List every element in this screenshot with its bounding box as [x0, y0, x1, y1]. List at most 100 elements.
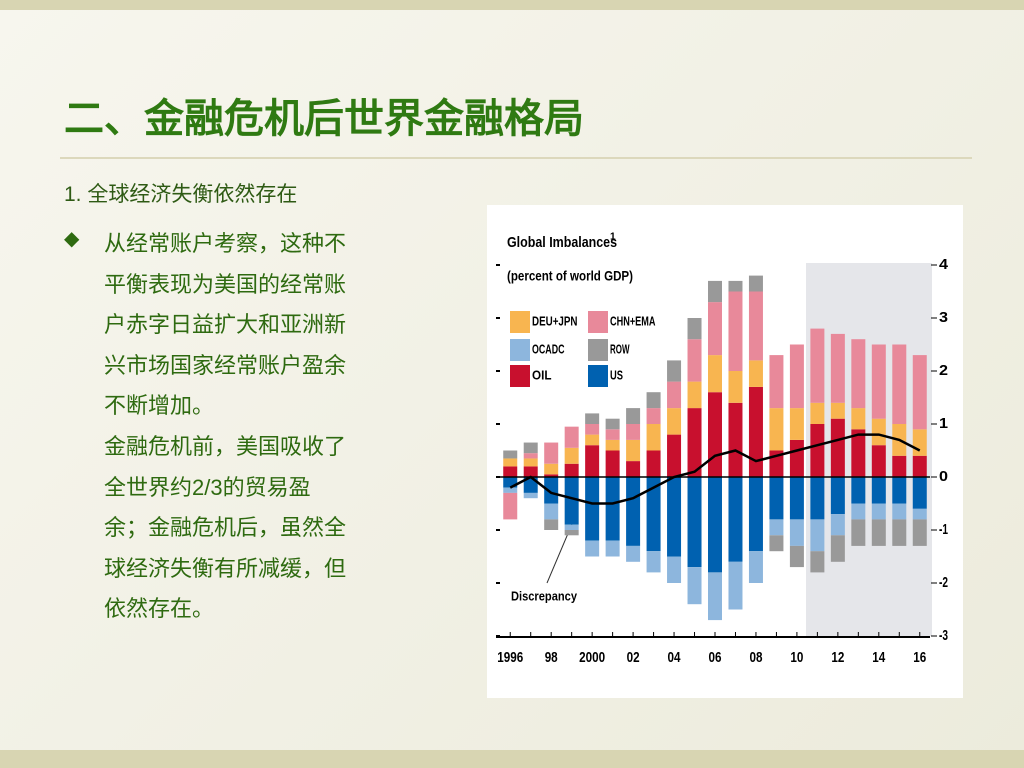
bar-segment [626, 424, 641, 440]
bar-segment [892, 503, 907, 520]
bar-segment [728, 477, 743, 562]
bar-segment [912, 519, 927, 546]
bar-segment [769, 408, 784, 451]
legend-label: OCADC [532, 341, 565, 356]
x-tick-label: 98 [545, 649, 558, 666]
bar-segment [687, 318, 702, 340]
bar-segment [810, 551, 825, 573]
bar-segment [503, 492, 518, 520]
chart-subtitle: (percent of world GDP) [507, 268, 633, 284]
bar-segment [748, 291, 763, 361]
bar-segment [626, 408, 641, 424]
bar-segment [851, 519, 866, 546]
bar-segment [851, 429, 866, 477]
bar-segment [544, 519, 559, 530]
x-tick-label: 12 [831, 649, 844, 666]
bar-segment [789, 477, 804, 520]
bar-segment [667, 408, 682, 435]
bar-segment [646, 450, 661, 477]
bar-segment [810, 328, 825, 403]
bar-segment [585, 540, 600, 557]
top-band [0, 0, 1024, 10]
text-line: 户赤字日益扩大和亚洲新 [104, 312, 347, 338]
line-series [509, 433, 921, 505]
bar-segment [912, 355, 927, 430]
bar-segment [646, 408, 661, 424]
bar-segment [708, 302, 722, 356]
legend-label: ROW [610, 341, 630, 356]
bar-segment [892, 519, 907, 546]
bar-segment [748, 551, 763, 583]
bar-segment [912, 455, 927, 477]
y-tick-label: 0 [939, 468, 948, 485]
bar-segment [912, 477, 927, 509]
bar-segment [687, 477, 702, 568]
bar-segment [523, 453, 538, 459]
annotation: Discrepancy [511, 588, 578, 603]
bar-segment [912, 508, 927, 520]
y-tick-label: -3 [939, 627, 948, 644]
bar-segment [564, 477, 579, 525]
bar-segment [871, 445, 886, 477]
legend-swatch [510, 311, 530, 333]
bar-segment [544, 463, 559, 475]
legend-label: OIL [532, 367, 552, 382]
bar-segment [503, 450, 518, 459]
bar-segment [503, 477, 518, 488]
bar-segment [748, 386, 763, 477]
bar-segment [912, 429, 927, 456]
bar-segment [708, 392, 722, 477]
bar-segment [769, 477, 784, 520]
bar-segment [667, 360, 682, 382]
text-line: 球经济失衡有所减缓，但 [104, 555, 347, 581]
bar-segment [708, 572, 722, 621]
bar-segment [810, 477, 825, 520]
x-tick-label: 2000 [579, 649, 605, 666]
x-tick-label: 04 [668, 649, 682, 666]
bar-segment [564, 463, 579, 477]
bar-segment [626, 477, 641, 546]
bar-segment [646, 551, 661, 573]
bar-segment [544, 474, 559, 477]
bar-segment [667, 434, 682, 477]
title-rule [60, 157, 972, 159]
bar-segment [728, 371, 743, 403]
bar-segment [728, 280, 743, 292]
bar-segment [605, 418, 620, 430]
bar-segment [523, 492, 538, 499]
section-heading: 1. 全球经济失衡依然存在 [64, 183, 298, 206]
bar-segment [769, 535, 784, 552]
bar-segment [605, 439, 620, 451]
bar-segment [687, 567, 702, 605]
legend-swatch [588, 339, 608, 361]
bullet-icon: ◆ [64, 228, 80, 250]
text-line: 从经常账户考察，这种不 [104, 231, 347, 256]
bar-segment [585, 413, 600, 424]
bar-segment [626, 439, 641, 462]
bar-segment [667, 556, 682, 583]
bar-segment [748, 360, 763, 387]
bar-segment [564, 447, 579, 464]
bar-segment [646, 392, 661, 409]
bar-segment [748, 477, 763, 552]
bar-segment [523, 466, 538, 477]
bar-segment [564, 530, 579, 536]
bar-segment [708, 477, 722, 573]
bar-segment [585, 477, 600, 541]
bar-segment [605, 429, 620, 440]
bar-segment [503, 466, 518, 477]
bar-segment [728, 402, 743, 477]
bar-segment [830, 535, 845, 562]
projection-shade [806, 263, 932, 636]
bar-segment [667, 477, 682, 557]
bar-segment [605, 477, 620, 541]
bar-segment [646, 424, 661, 451]
bar-segment [789, 439, 804, 477]
bar-segment [564, 426, 579, 448]
bar-segment [564, 524, 579, 530]
bar-segment [789, 519, 804, 546]
legend-label: US [610, 367, 623, 382]
bottom-band [0, 750, 1024, 768]
bar-segment [503, 458, 518, 467]
